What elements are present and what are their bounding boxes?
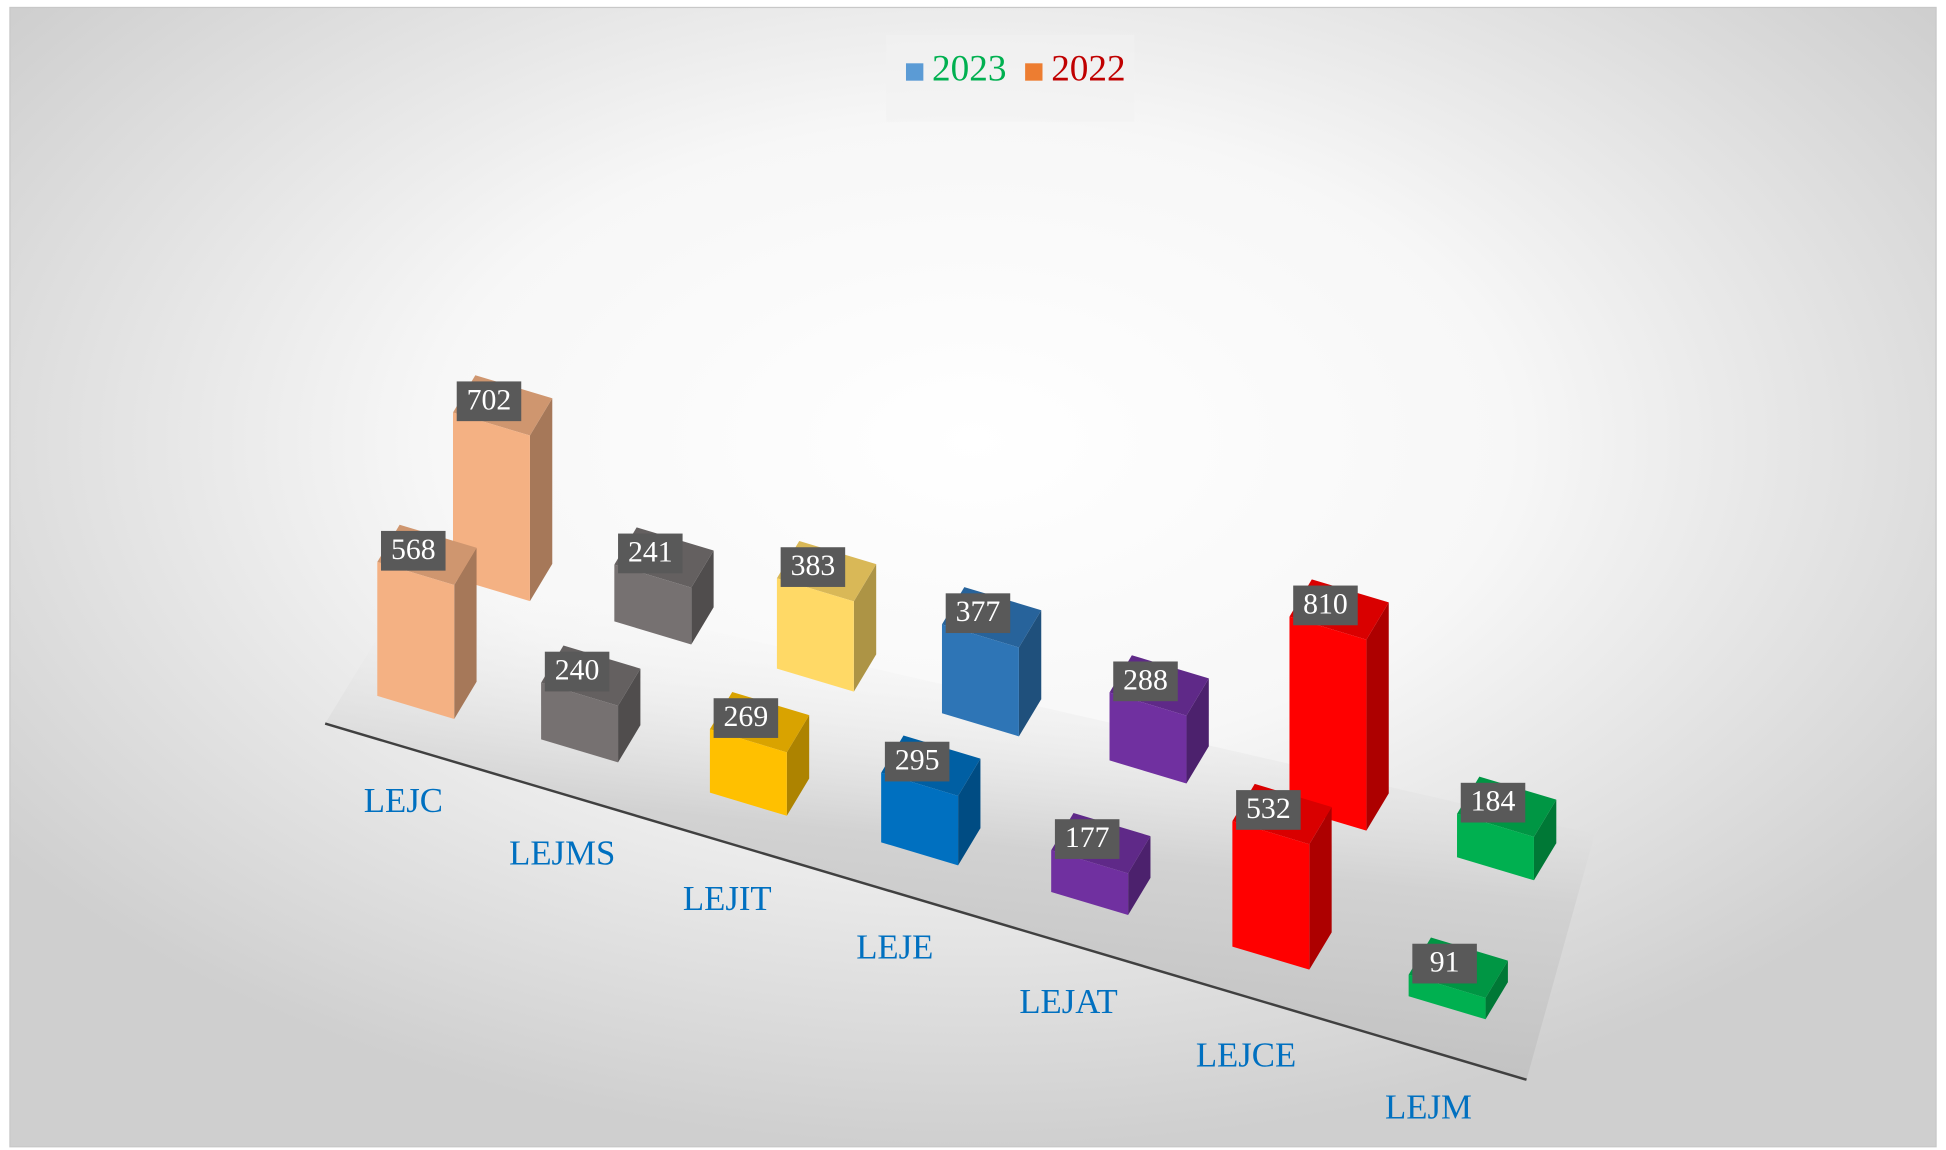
value-label: 269 [724,700,769,733]
value-label: 532 [1246,792,1291,825]
legend-swatch [1025,63,1043,81]
value-label-box [381,530,446,571]
bar-front [1289,616,1367,831]
bar-front [1408,974,1486,1020]
value-label: 184 [1471,785,1516,818]
bar-front [541,682,619,763]
bar-side [1366,602,1389,831]
bar-side [1485,960,1508,1020]
value-label: 241 [628,535,673,568]
value-label-box [544,651,610,692]
bar-side [529,398,553,602]
bar-side [1128,836,1151,916]
bar-front [941,624,1019,737]
bar-side [1533,799,1557,881]
value-label: 91 [1430,946,1460,979]
value-label-box [1412,943,1477,984]
value-label: 810 [1303,587,1348,620]
bar-side [1018,610,1042,737]
legend: 2023 2022 [905,49,1126,90]
floor-edge [324,722,1527,1081]
legend-swatch [905,63,924,81]
bar-side [691,550,714,645]
bar-front [614,564,692,645]
category-label: LEJC [364,781,443,820]
value-label-box [1236,790,1301,830]
category-label: LEJMS [509,833,615,872]
value-label: 295 [895,744,940,777]
value-label: 383 [791,549,836,582]
bar-side [958,758,981,866]
category-label: LEJCE [1196,1036,1296,1075]
category-label: LEJAT [1019,982,1117,1021]
chart-background [9,6,1937,1148]
bar-side [454,547,477,719]
value-label: 240 [555,654,600,687]
bar-front [1232,821,1310,970]
bar-side [618,668,641,763]
bar-side [1186,678,1209,784]
value-label-box [884,741,950,782]
value-label-box [780,547,846,587]
bar-front [881,772,959,866]
bar-front [1051,850,1129,916]
value-label-box [1113,661,1178,702]
bar-front [776,578,854,692]
bar-front [1457,813,1534,881]
bars: 702 241 383 377 288 810 184 568 240 269 295 177 532 9… [377,375,1557,1020]
value-label: 288 [1123,663,1168,696]
value-label-box [1293,585,1358,626]
value-label-box [945,593,1011,634]
category-labels: LEJC LEJMS LEJIT LEJE LEJAT LEJCE LEJM [364,781,1472,1127]
bar-front [1109,692,1187,784]
value-label-box [713,698,779,738]
bar-side [1309,806,1332,970]
value-label: 377 [956,595,1001,628]
category-label: LEJIT [683,879,772,918]
legend-label: 2022 [1051,49,1125,90]
value-label-box [1054,819,1120,859]
value-label-box [1460,782,1526,823]
legend-label: 2023 [932,49,1006,90]
value-label: 702 [467,383,512,416]
legend-box [886,34,1135,122]
value-label: 177 [1065,821,1110,854]
value-label-box [456,381,522,422]
bar-front [709,729,787,816]
bar-side [786,715,810,816]
bar-front [377,561,455,719]
value-label-box [618,533,683,574]
category-label: LEJE [856,928,933,967]
bar-side [853,564,877,692]
category-label: LEJM [1385,1088,1472,1127]
value-label: 568 [391,533,436,566]
